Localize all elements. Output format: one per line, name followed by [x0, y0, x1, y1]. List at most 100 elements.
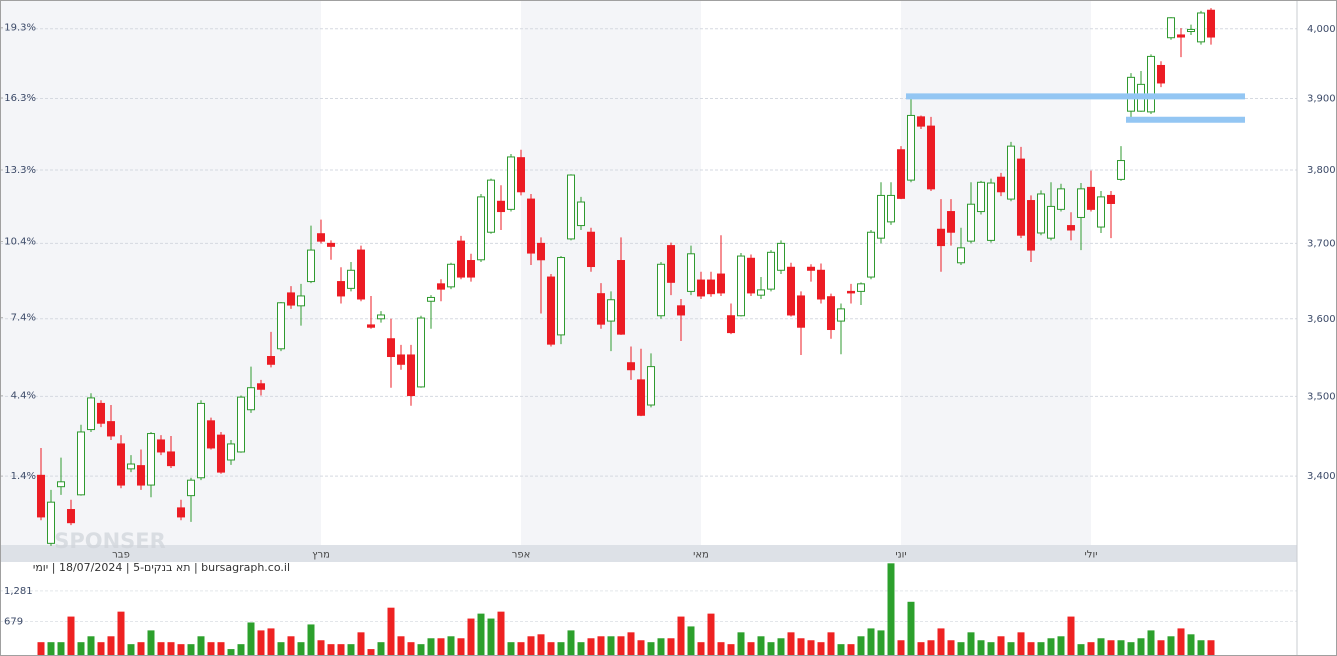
volume-bar [87, 636, 95, 656]
volume-bar [1137, 638, 1145, 656]
volume-bar [477, 613, 485, 656]
candle-body [727, 315, 735, 334]
volume-bar [767, 642, 775, 656]
candle-body [497, 200, 505, 213]
volume-bar [277, 642, 285, 656]
candle-body [1007, 145, 1015, 200]
volume-bar [47, 642, 55, 656]
candle-body [1067, 225, 1075, 231]
candle-body [357, 249, 365, 300]
candle-body [347, 269, 355, 289]
x-tick-label: יוני [895, 550, 906, 561]
candle-body [677, 305, 685, 316]
candle-body [387, 338, 395, 358]
candle-body [227, 443, 235, 461]
candle-body [427, 296, 435, 302]
volume-bar [1027, 642, 1035, 656]
volume-bar [237, 644, 245, 656]
candle-body [777, 242, 785, 271]
volume-bar [1087, 642, 1095, 656]
volume-bar [607, 636, 615, 656]
candle-body [807, 266, 815, 271]
volume-bar [167, 642, 175, 656]
candle-body [817, 269, 825, 300]
candle-body [127, 463, 135, 470]
volume-bar [537, 634, 545, 656]
volume-tick-label: 1,281 [4, 586, 33, 597]
candle-body [687, 253, 695, 292]
volume-bar [427, 638, 435, 656]
y-tick-label: 3,900 [1307, 93, 1336, 104]
volume-bar [1167, 636, 1175, 656]
candle-body [1097, 196, 1105, 228]
candle-body [377, 314, 385, 320]
volume-bar [1207, 640, 1215, 656]
candle-body [1167, 17, 1175, 39]
candle-body [937, 228, 945, 247]
candle-body [177, 507, 185, 518]
candle-body [967, 203, 975, 242]
volume-bar [257, 630, 265, 656]
volume-bar [57, 642, 65, 656]
x-tick-label: מאי [693, 550, 709, 561]
candle-body [787, 266, 795, 316]
candle-body [1037, 193, 1045, 234]
y2-tick-label: 7.4% [11, 313, 36, 324]
candle-body [57, 481, 65, 488]
volume-bar [227, 649, 235, 656]
candle-body [617, 260, 625, 335]
candle-body [637, 379, 645, 416]
volume-bar [587, 638, 595, 656]
volume-bar [217, 642, 225, 656]
volume-bar [377, 642, 385, 656]
volume-bar [787, 632, 795, 656]
volume-bar [1117, 640, 1125, 656]
candle-body [957, 247, 965, 264]
volume-bar [817, 642, 825, 656]
candle-body [997, 176, 1005, 193]
candle-body [437, 283, 445, 290]
candle-body [847, 290, 855, 294]
volume-bar [617, 636, 625, 656]
volume-bar [497, 611, 505, 656]
volume-bar [1147, 630, 1155, 656]
volume-bar [547, 642, 555, 656]
y-tick-label: 3,700 [1307, 238, 1336, 249]
volume-bar [677, 616, 685, 656]
volume-bar [997, 636, 1005, 656]
y-tick-label: 4,000 [1307, 24, 1336, 35]
candle-body [767, 251, 775, 290]
candle-body [1077, 188, 1085, 218]
volume-bar [1047, 638, 1055, 656]
candle-body [907, 114, 915, 181]
caption: bursagraph.co.il | תא בנקים-5 | 18/07/20… [32, 561, 290, 574]
volume-bar [517, 642, 525, 656]
y2-tick-label: 13.3% [4, 165, 36, 176]
volume-bar [637, 640, 645, 656]
candle-body [537, 242, 545, 261]
candle-body [607, 299, 615, 322]
volume-bar [297, 642, 305, 656]
volume-bar [287, 636, 295, 656]
x-tick-label: יולי [1085, 550, 1098, 561]
candle-body [987, 182, 995, 241]
volume-bar [797, 638, 805, 656]
candle-body [797, 295, 805, 328]
volume-tick-label: 679 [4, 616, 23, 627]
volume-bar [127, 644, 135, 656]
volume-bar [437, 638, 445, 656]
candle-body [647, 366, 655, 406]
candle-body [837, 308, 845, 322]
volume-bar [107, 636, 115, 656]
y2-tick-label: 4.4% [11, 391, 36, 402]
volume-bar [1057, 636, 1065, 656]
volume-bar [887, 563, 895, 656]
candle-body [37, 474, 45, 518]
candle-body [1087, 186, 1095, 210]
candle-body [167, 451, 175, 467]
volume-bar [247, 622, 255, 656]
volume-bar [937, 628, 945, 656]
candle-body [857, 283, 865, 292]
candle-body [1177, 34, 1185, 38]
